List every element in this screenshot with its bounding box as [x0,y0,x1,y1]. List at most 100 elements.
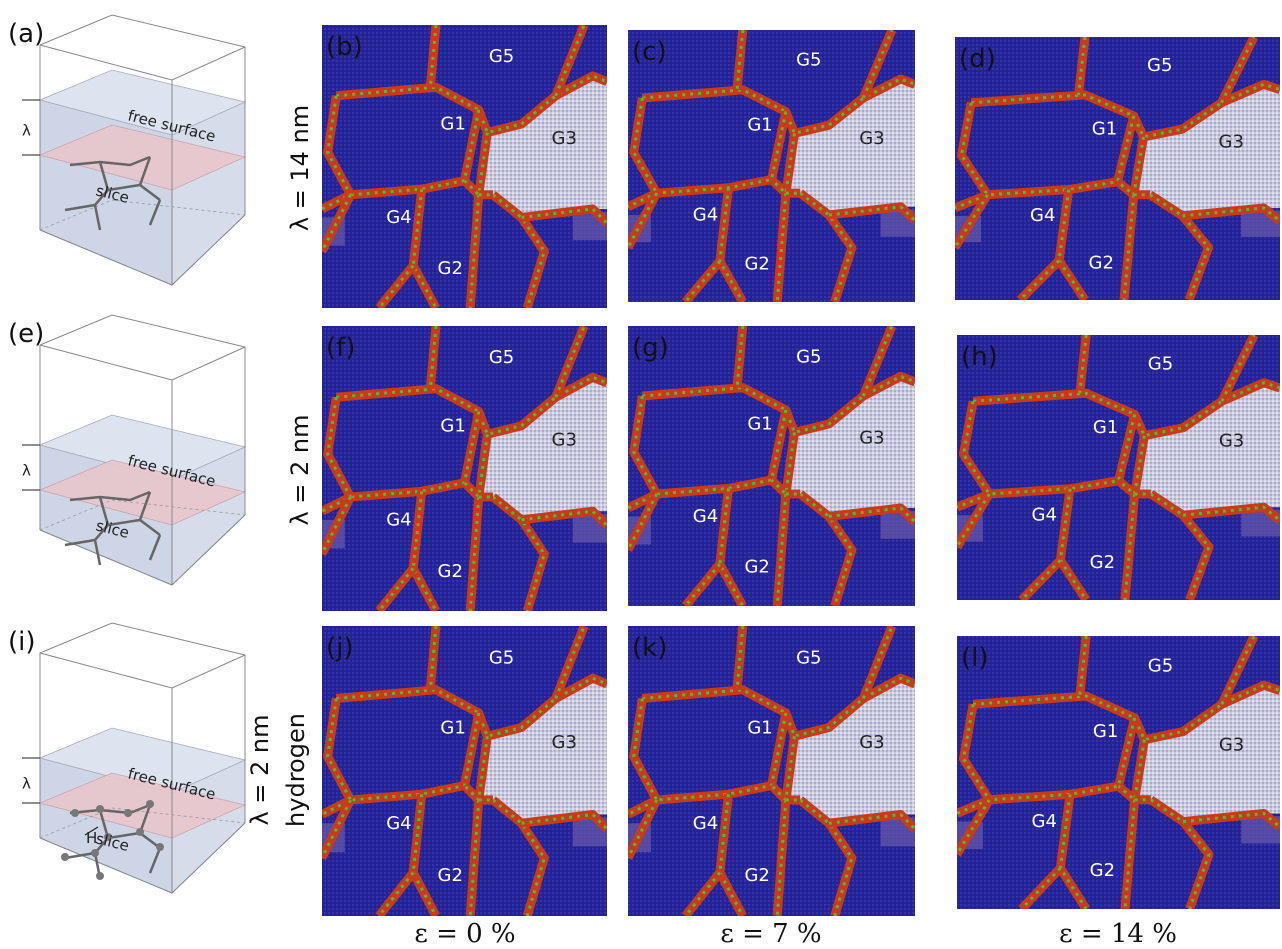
row-label: λ = 2 nm [286,414,314,525]
panel-image [322,626,607,916]
grain-label: G3 [552,128,577,149]
grain-label: G2 [438,258,463,279]
panel-image [955,37,1280,300]
grain-label: G3 [1219,735,1244,756]
grain-label: G5 [1148,353,1173,374]
grain-label: G2 [1089,252,1114,273]
panel-label: (c) [632,37,667,67]
grain-label: G4 [1030,205,1055,226]
grain-label: G3 [1219,430,1244,451]
grain-label: G1 [440,415,465,436]
hydrogen-atom [146,800,154,808]
row-label: hydrogen [282,713,310,827]
panel-image [322,25,607,308]
panel-label: (j) [326,633,354,663]
grain-label: G1 [440,114,465,135]
column-label: ε = 0 % [414,919,515,949]
hydrogen-atom [71,809,79,817]
panel-label: (d) [959,44,996,74]
simulation-panel: (d) G1 G2 G3 G4 G5 [955,37,1280,300]
grain-label: G1 [1093,721,1118,742]
panel-image [628,30,915,302]
grain-label: G3 [1219,131,1244,152]
schematic-label: (e) [8,319,44,349]
box-outline [40,345,245,380]
grain-label: G4 [693,506,718,527]
grain-label: G2 [438,865,463,886]
grain-label: G4 [1032,505,1057,526]
row-label: λ = 14 nm [286,105,314,231]
panel-image [628,326,915,606]
lambda-label: λ [22,122,31,140]
grain-label: G4 [386,813,411,834]
simulation-panel: (c) G1 G2 G3 G4 G5 [628,30,915,302]
grain-label: G3 [552,732,577,753]
grain-label: G5 [796,49,821,70]
grain-label: G2 [744,865,769,886]
grain-label: G1 [747,115,772,136]
panel-image [957,636,1280,909]
grain-label: G2 [438,561,463,582]
panel-label: (f) [326,333,355,363]
grain-label: G4 [1032,811,1057,832]
panel-label: (l) [961,643,989,673]
grain-label: G2 [744,253,769,274]
schematic-label: (a) [8,19,44,49]
grain-label: G4 [693,813,718,834]
grain-label: G1 [440,717,465,738]
grain-label: G5 [1148,655,1173,676]
grain-label: G5 [796,648,821,669]
grain-label: G5 [796,346,821,367]
column-label: ε = 14 % [1059,919,1177,949]
box-outline [40,653,245,688]
lambda-label: λ [22,775,31,793]
column-label: ε = 7 % [720,919,821,949]
simulation-panel: (j) G1 G2 G3 G4 G5 [322,626,607,916]
schematic: (i)Hfree surfacesliceλ [8,623,245,893]
simulation-panel: (b) G1 G2 G3 G4 G5 [322,25,607,308]
grain-label: G4 [386,510,411,531]
panel-label: (b) [326,32,363,62]
schematic-label: (i) [8,627,36,657]
hydrogen-atom [91,849,99,857]
grain-label: G4 [693,204,718,225]
grain-label: G5 [489,648,514,669]
hydrogen-atom [136,828,144,836]
grain-label: G3 [859,428,884,449]
grain-label: G3 [859,732,884,753]
panel-label: (g) [632,333,669,363]
hydrogen-atom [61,853,69,861]
simulation-panel: (k) G1 G2 G3 G4 G5 [628,626,915,916]
grain-label: G1 [747,414,772,435]
grain-label: G5 [1147,55,1172,76]
grain-label: G1 [747,717,772,738]
box-outline [40,45,245,80]
grain-label: G2 [1090,860,1115,881]
hydrogen-atom [96,805,104,813]
panel-label: (h) [961,342,998,372]
simulation-panel: (l) G1 G2 G3 G4 G5 [957,636,1280,909]
hydrogen-atom [124,809,132,817]
panel-label: (k) [632,633,667,663]
grain-label: G3 [859,128,884,149]
lambda-label: λ [22,462,31,480]
grain-label: G1 [1092,118,1117,139]
grain-label: G5 [489,46,514,67]
grain-label: G1 [1093,417,1118,438]
panel-image [628,626,915,916]
panel-image [322,326,607,611]
figure: (a)free surfacesliceλ (e)free surfaceslic… [0,0,1282,949]
hydrogen-atom [96,872,104,880]
hydrogen-atom [156,843,164,851]
row-label: λ = 2 nm [246,714,274,825]
simulation-panel: (f) G1 G2 G3 G4 G5 [322,326,607,611]
simulation-panel: (h) G1 G2 G3 G4 G5 [957,335,1280,600]
grain-label: G4 [386,207,411,228]
panel-image [957,335,1280,600]
grain-label: G5 [489,347,514,368]
grain-label: G2 [1090,552,1115,573]
grain-label: G3 [552,430,577,451]
